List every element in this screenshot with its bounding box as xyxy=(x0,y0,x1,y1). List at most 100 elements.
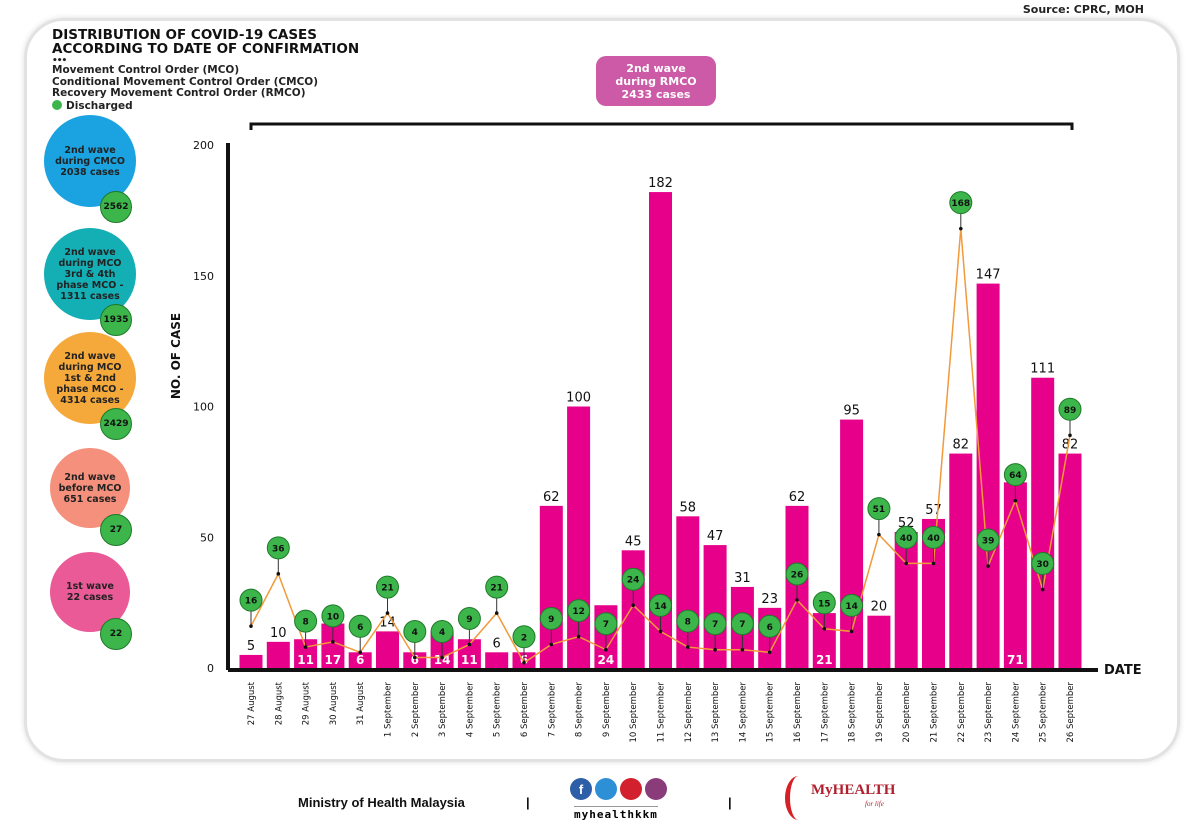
x-tick-label: 4 September xyxy=(465,681,475,737)
discharged-marker xyxy=(485,575,509,599)
discharged-dot-icon xyxy=(52,99,62,110)
wave-discharged-badge: 1935 xyxy=(100,304,132,336)
bar-value-label: 58 xyxy=(680,500,697,515)
discharged-value-label: 4 xyxy=(439,628,445,638)
discharged-value-label: 14 xyxy=(654,602,667,612)
facebook-icon[interactable]: f xyxy=(570,778,592,800)
discharged-marker xyxy=(403,620,427,644)
wave-discharged-badge: 27 xyxy=(100,514,132,546)
discharged-point xyxy=(549,642,554,647)
x-tick-label: 29 August xyxy=(302,681,312,725)
discharged-point xyxy=(795,598,799,602)
discharged-value-label: 21 xyxy=(490,584,503,594)
y-tick-label: 50 xyxy=(200,531,214,544)
discharged-value-label: 40 xyxy=(927,534,940,544)
source-note: Source: CPRC, MOH xyxy=(1022,3,1144,16)
discharged-marker xyxy=(539,606,563,630)
discharged-value-label: 40 xyxy=(900,534,913,544)
discharged-value-label: 30 xyxy=(1036,560,1049,570)
bar-value-label: 20 xyxy=(871,600,888,615)
discharged-value-label: 7 xyxy=(712,620,718,630)
bar-value-label: 57 xyxy=(925,503,942,518)
y-axis-label: NO. OF CASE xyxy=(169,313,183,399)
bar-value-label: 82 xyxy=(953,438,970,453)
discharged-value-label: 39 xyxy=(982,537,995,547)
discharged-marker xyxy=(730,612,754,636)
instagram-icon[interactable] xyxy=(645,778,667,800)
discharged-point xyxy=(303,645,308,649)
discharged-value-label: 4 xyxy=(412,628,418,638)
bar xyxy=(321,623,345,668)
discharged-point xyxy=(249,624,253,628)
youtube-icon[interactable] xyxy=(620,778,642,800)
discharged-point xyxy=(904,561,908,566)
bar xyxy=(649,192,672,668)
discharged-point xyxy=(604,647,608,652)
wave-bubble: 2nd wave before MCO 651 cases xyxy=(50,448,130,528)
wave-bubble: 2nd wave during CMCO 2038 cases xyxy=(44,115,136,207)
discharged-point xyxy=(1040,587,1045,592)
bar xyxy=(239,654,263,668)
x-tick-label: 12 September xyxy=(684,682,694,743)
discharged-value-label: 21 xyxy=(381,584,394,594)
footer-divider: | xyxy=(526,795,530,810)
discharged-marker xyxy=(567,599,591,623)
footer-ministry: Ministry of Health Malaysia xyxy=(298,795,465,810)
discharged-marker xyxy=(976,528,1000,552)
wave-discharged-badge: 2562 xyxy=(100,191,132,223)
discharged-point xyxy=(276,572,281,576)
discharged-point xyxy=(959,226,963,231)
x-tick-label: 13 September xyxy=(711,682,721,743)
x-tick-label: 10 September xyxy=(629,682,639,743)
discharged-marker xyxy=(348,614,372,638)
legend: ••• Movement Control Order (MCO) Conditi… xyxy=(52,57,318,112)
discharged-value-label: 6 xyxy=(767,623,773,633)
discharged-point xyxy=(631,603,635,608)
discharged-point xyxy=(686,645,690,649)
discharged-marker xyxy=(649,593,672,617)
bar xyxy=(703,545,727,668)
x-tick-label: 25 September xyxy=(1039,682,1049,743)
discharged-marker xyxy=(266,536,290,560)
discharged-marker xyxy=(621,567,645,591)
x-tick-label: 23 September xyxy=(984,682,994,743)
bar-value-label: 11 xyxy=(297,653,314,667)
x-tick-label: 7 September xyxy=(547,681,557,737)
chart-title: DISTRIBUTION OF COVID-19 CASES ACCORDING… xyxy=(52,27,360,57)
bar xyxy=(348,652,372,668)
bar-value-label: 62 xyxy=(543,490,560,505)
x-tick-label: 31 August xyxy=(356,681,366,725)
x-tick-label: 14 September xyxy=(738,682,748,743)
discharged-marker xyxy=(758,614,782,638)
x-tick-label: 1 September xyxy=(384,681,394,737)
discharged-marker xyxy=(676,609,700,633)
legend-item: Movement Control Order (MCO) xyxy=(52,64,240,76)
discharged-marker xyxy=(512,625,536,649)
discharged-marker xyxy=(922,525,945,549)
discharged-value-label: 168 xyxy=(951,199,970,209)
bar-value-label: 100 xyxy=(566,391,591,406)
bar-value-label: 31 xyxy=(734,571,751,586)
discharged-marker xyxy=(321,604,345,628)
bar-value-label: 147 xyxy=(976,268,1001,283)
bar-value-label: 62 xyxy=(789,490,806,505)
discharged-point xyxy=(331,640,335,644)
x-tick-label: 18 September xyxy=(848,682,858,743)
social-handle[interactable]: myhealthkkm xyxy=(574,806,658,821)
x-tick-label: 11 September xyxy=(657,682,667,743)
discharged-value-label: 7 xyxy=(603,620,609,630)
y-tick-label: 100 xyxy=(193,401,214,414)
twitter-icon[interactable] xyxy=(595,778,617,800)
bar-value-label: 182 xyxy=(648,176,673,191)
x-tick-label: 26 September xyxy=(1066,682,1076,743)
bar-value-label: 6 xyxy=(356,653,364,667)
discharged-value-label: 8 xyxy=(302,618,308,628)
social-icons[interactable]: f xyxy=(570,778,667,800)
discharged-point xyxy=(576,634,581,639)
x-tick-label: 3 September xyxy=(438,681,448,737)
x-tick-label: 27 August xyxy=(247,681,257,725)
bar-value-label: 47 xyxy=(707,529,724,544)
bar xyxy=(1031,377,1055,668)
bar-value-label: 95 xyxy=(843,404,860,419)
discharged-value-label: 9 xyxy=(548,615,554,625)
